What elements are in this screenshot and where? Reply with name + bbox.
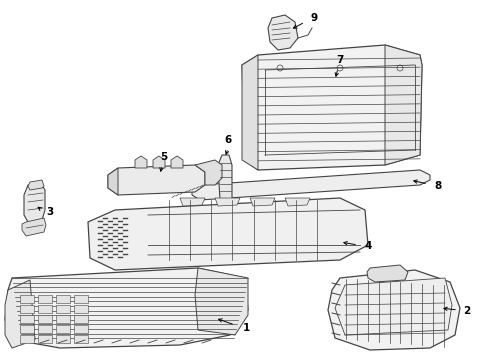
- Polygon shape: [385, 45, 422, 165]
- Bar: [38, 335, 52, 343]
- Bar: [74, 295, 88, 303]
- Text: 7: 7: [336, 55, 343, 65]
- Polygon shape: [285, 198, 310, 206]
- Polygon shape: [215, 198, 240, 206]
- Bar: [74, 335, 88, 343]
- Bar: [20, 295, 34, 303]
- Bar: [20, 335, 34, 343]
- Bar: [74, 305, 88, 313]
- Text: 6: 6: [224, 135, 232, 145]
- Polygon shape: [88, 198, 368, 270]
- Polygon shape: [367, 265, 408, 282]
- Polygon shape: [195, 160, 222, 185]
- Bar: [38, 325, 52, 333]
- Polygon shape: [22, 218, 46, 236]
- Polygon shape: [242, 55, 258, 170]
- Bar: [56, 335, 70, 343]
- Polygon shape: [108, 165, 205, 195]
- Bar: [20, 325, 34, 333]
- Polygon shape: [5, 268, 248, 348]
- Polygon shape: [192, 170, 430, 200]
- Polygon shape: [5, 280, 35, 348]
- Text: 2: 2: [464, 306, 470, 316]
- Polygon shape: [153, 156, 165, 168]
- Bar: [56, 295, 70, 303]
- Polygon shape: [268, 15, 298, 50]
- Bar: [56, 315, 70, 323]
- Bar: [56, 325, 70, 333]
- Polygon shape: [218, 155, 232, 202]
- Text: 3: 3: [47, 207, 53, 217]
- Bar: [20, 315, 34, 323]
- Polygon shape: [195, 268, 248, 335]
- Polygon shape: [135, 156, 147, 168]
- Bar: [38, 295, 52, 303]
- Bar: [38, 315, 52, 323]
- Bar: [56, 305, 70, 313]
- Polygon shape: [335, 278, 452, 335]
- Text: 1: 1: [243, 323, 249, 333]
- Bar: [74, 315, 88, 323]
- Polygon shape: [28, 180, 44, 190]
- Bar: [20, 305, 34, 313]
- Bar: [38, 305, 52, 313]
- Polygon shape: [250, 198, 275, 206]
- Polygon shape: [171, 156, 183, 168]
- Polygon shape: [24, 182, 45, 225]
- Text: 8: 8: [434, 181, 441, 191]
- Text: 5: 5: [160, 152, 168, 162]
- Text: 9: 9: [311, 13, 318, 23]
- Text: 4: 4: [364, 241, 372, 251]
- Bar: [74, 325, 88, 333]
- Polygon shape: [242, 45, 422, 170]
- Polygon shape: [180, 198, 205, 206]
- Polygon shape: [328, 270, 460, 350]
- Polygon shape: [108, 168, 118, 195]
